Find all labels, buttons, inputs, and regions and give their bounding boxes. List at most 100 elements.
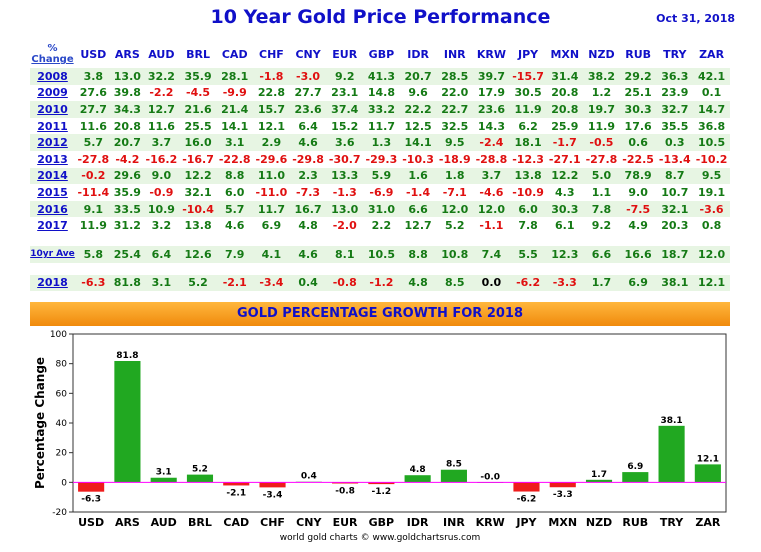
x-tick-label: EUR (333, 516, 358, 529)
table-cell: 7.4 (473, 245, 510, 263)
table-cell: 6.2 (509, 117, 547, 135)
chart-title-banner: GOLD PERCENTAGE GROWTH FOR 2018 (30, 302, 730, 326)
table-cell: 13.0 (111, 68, 144, 85)
table-body: 2008 3.8 13.0 32.2 35.9 28.1 -1.8 -3.0 9.2 41.3 20… (30, 68, 730, 292)
table-cell: 23.6 (289, 101, 327, 118)
table-cell: -29.3 (363, 150, 400, 168)
table-row: 2017 11.9 31.2 3.2 13.8 4.6 6.9 4.8 -2.0 2.2 12.7 5… (30, 217, 730, 234)
column-header-inr: INR (443, 47, 466, 61)
table-cell: 8.1 (326, 245, 364, 263)
table-cell: 29.6 (111, 167, 144, 185)
table-cell: 5.9 (363, 167, 400, 185)
table-cell: 8.5 (436, 274, 474, 292)
table-cell: 3.8 (75, 68, 112, 85)
table-cell: 0.1 (693, 84, 730, 102)
table-cell: 31.0 (363, 200, 400, 218)
table-cell: -7.5 (619, 200, 657, 218)
row-year-link[interactable]: 2013 (30, 150, 75, 168)
table-cell: 9.0 (619, 184, 657, 201)
row-year-link[interactable]: 2009 (30, 84, 75, 102)
bar-mxn (549, 482, 576, 488)
row-year-link[interactable]: 2015 (30, 184, 75, 201)
table-cell: 20.8 (546, 101, 584, 118)
bar-value-label: -0.8 (335, 487, 355, 497)
table-cell: 0.6 (619, 134, 657, 151)
table-cell: 5.7 (216, 200, 254, 218)
table-cell: 5.2 (179, 274, 217, 292)
table-cell: 23.1 (326, 84, 364, 102)
column-header-aud: AUD (148, 47, 175, 61)
table-cell: 32.1 (656, 200, 694, 218)
row-year-link[interactable]: 2008 (30, 68, 75, 85)
y-tick-label: 0 (61, 478, 67, 488)
table-cell: 32.7 (656, 101, 694, 118)
bar-value-label: -1.2 (372, 487, 392, 497)
bar-jpy (513, 482, 540, 492)
table-cell: 4.1 (253, 245, 290, 263)
table-cell: -18.9 (436, 150, 474, 168)
row-year-link[interactable]: 10yr Ave (30, 245, 75, 263)
table-row: 2012 5.7 20.7 3.7 16.0 3.1 2.9 4.6 3.6 1.3 14.1 9.5… (30, 134, 730, 151)
table-cell: 20.8 (546, 84, 584, 102)
table-cell: 9.1 (75, 200, 112, 218)
x-tick-label: ZAR (695, 516, 720, 529)
table-cell: 6.6 (583, 245, 620, 263)
spacer-cell (30, 262, 730, 275)
row-year-link[interactable]: 2018 (30, 274, 75, 292)
table-cell: -4.5 (179, 84, 217, 102)
x-tick-label: GBP (369, 516, 394, 529)
table-cell: 3.7 (473, 167, 510, 185)
bar-value-label: -3.4 (263, 490, 283, 500)
row-year-link[interactable]: 2012 (30, 134, 75, 151)
column-header-usd: USD (80, 47, 107, 61)
table-cell: 1.3 (363, 134, 400, 151)
table-cell: 35.9 (179, 68, 217, 85)
table-cell: 11.0 (253, 167, 290, 185)
table-cell: -7.3 (289, 184, 327, 201)
table-cell: 4.9 (619, 217, 657, 234)
table-cell: 35.5 (656, 117, 694, 135)
table-cell: 38.2 (583, 68, 620, 85)
table-cell: -2.4 (473, 134, 510, 151)
date-label: Oct 31, 2018 (656, 12, 735, 25)
row-year-link[interactable]: 2010 (30, 101, 75, 118)
table-cell: 16.0 (179, 134, 217, 151)
table-header-row: % Change USD ARS AUD BRL CAD CHF CNY EUR GBP IDR I… (30, 40, 730, 68)
table-cell: 2.9 (253, 134, 290, 151)
corner-line2: Change (31, 54, 74, 65)
bar-nzd (585, 479, 613, 483)
table-cell: -27.8 (75, 150, 112, 168)
row-year-link[interactable]: 2011 (30, 117, 75, 135)
table-cell: -13.4 (656, 150, 694, 168)
table-cell: 6.9 (253, 217, 290, 234)
table-cell: 2.3 (289, 167, 327, 185)
table-cell: 3.1 (216, 134, 254, 151)
table-cell: 35.9 (111, 184, 144, 201)
table-cell: -9.9 (216, 84, 254, 102)
table-cell: -22.5 (619, 150, 657, 168)
performance-table: % Change USD ARS AUD BRL CAD CHF CNY EUR GBP IDR I… (30, 40, 730, 292)
table-cell: 1.8 (436, 167, 474, 185)
table-cell: 30.3 (619, 101, 657, 118)
table-cell: 20.7 (111, 134, 144, 151)
table-cell: 3.1 (143, 274, 180, 292)
table-cell: 7.8 (509, 217, 547, 234)
table-cell: 10.8 (436, 245, 474, 263)
table-cell: -6.2 (509, 274, 547, 292)
column-header-cad: CAD (221, 47, 248, 61)
row-year-link[interactable]: 2016 (30, 200, 75, 218)
table-cell: 41.3 (363, 68, 400, 85)
bar-brl (186, 474, 214, 483)
column-header-gbp: GBP (368, 47, 395, 61)
row-year-link[interactable]: 2017 (30, 217, 75, 234)
table-cell: 13.3 (326, 167, 364, 185)
table-cell: -4.6 (473, 184, 510, 201)
bar-value-label: -6.3 (81, 495, 101, 505)
table-cell: 6.1 (546, 217, 584, 234)
spacer-cell (30, 233, 730, 246)
table-cell: 12.2 (179, 167, 217, 185)
column-header-brl: BRL (186, 47, 210, 61)
table-cell: 28.1 (216, 68, 254, 85)
table-cell: 37.4 (326, 101, 364, 118)
row-year-link[interactable]: 2014 (30, 167, 75, 185)
